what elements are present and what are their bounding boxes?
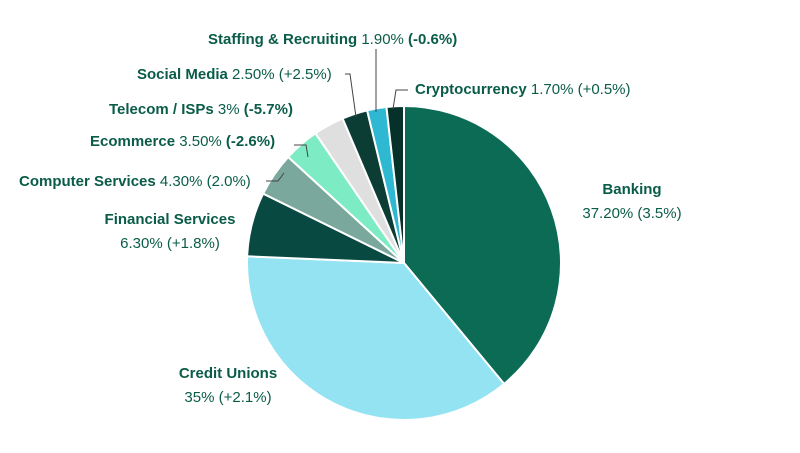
slice-name-label: Staffing & Recruiting — [208, 31, 357, 48]
pie-slice-cryptocurrency — [385, 104, 405, 264]
slice-value-label: 6.30% — [120, 235, 163, 252]
slice-labels: Banking 37.20% (3.5%) Credit Unions 35% (+2… — [19, 31, 682, 406]
slice-name-label: Computer Services — [19, 173, 156, 190]
slice-name-label: Financial Services — [105, 211, 236, 228]
slice-name-label: Social Media — [137, 66, 229, 83]
slice-change-label: (-2.6%) — [222, 133, 275, 150]
pie-slice-credit-unions — [246, 255, 506, 421]
slice-name-label: Ecommerce — [90, 133, 175, 150]
slice-label: Social Media 2.50% (+2.5%) — [137, 66, 332, 83]
slice-label: 37.20% (3.5%) — [582, 205, 681, 222]
slice-label: Computer Services 4.30% (2.0%) — [19, 173, 251, 190]
slice-label: Ecommerce 3.50% (-2.6%) — [90, 133, 275, 150]
slice-name-label: Banking — [602, 181, 661, 198]
slice-change-label: (+1.8%) — [163, 235, 220, 252]
slice-value-label: 2.50% — [228, 66, 275, 83]
slice-change-label: (+0.5%) — [573, 81, 630, 98]
slice-value-label: 1.70% — [527, 81, 574, 98]
slice-label: 35% (+2.1%) — [184, 389, 271, 406]
slice-value-label: 37.20% — [582, 205, 633, 222]
leader-line — [345, 73, 357, 118]
slice-label: Staffing & Recruiting 1.90% (-0.6%) — [208, 31, 457, 48]
slice-change-label: (-0.6%) — [404, 31, 457, 48]
slice-change-label: (+2.5%) — [275, 66, 332, 83]
slice-label: Banking — [602, 181, 661, 198]
slice-label: 6.30% (+1.8%) — [120, 235, 220, 252]
slice-value-label: 3% — [214, 101, 240, 118]
leader-line — [294, 144, 309, 158]
leader-lines — [266, 49, 408, 182]
leader-line — [392, 89, 408, 110]
slice-value-label: 4.30% — [156, 173, 203, 190]
slice-label: Cryptocurrency 1.70% (+0.5%) — [415, 81, 631, 98]
slice-name-label: Cryptocurrency — [415, 81, 527, 98]
slice-label: Financial Services — [105, 211, 236, 228]
slice-name-label: Telecom / ISPs — [109, 101, 214, 118]
slice-name-label: Credit Unions — [179, 365, 277, 382]
slice-value-label: 1.90% — [357, 31, 404, 48]
leader-line — [266, 172, 285, 182]
slice-value-label: 35% — [184, 389, 214, 406]
slice-value-label: 3.50% — [175, 133, 222, 150]
pie-slice-banking — [403, 104, 562, 386]
slice-label: Credit Unions — [179, 365, 277, 382]
pie-slices — [246, 104, 562, 421]
slice-change-label: (2.0%) — [202, 173, 250, 190]
slice-change-label: (-5.7%) — [240, 101, 293, 118]
slice-change-label: (3.5%) — [633, 205, 681, 222]
slice-change-label: (+2.1%) — [214, 389, 271, 406]
slice-label: Telecom / ISPs 3% (-5.7%) — [109, 101, 293, 118]
